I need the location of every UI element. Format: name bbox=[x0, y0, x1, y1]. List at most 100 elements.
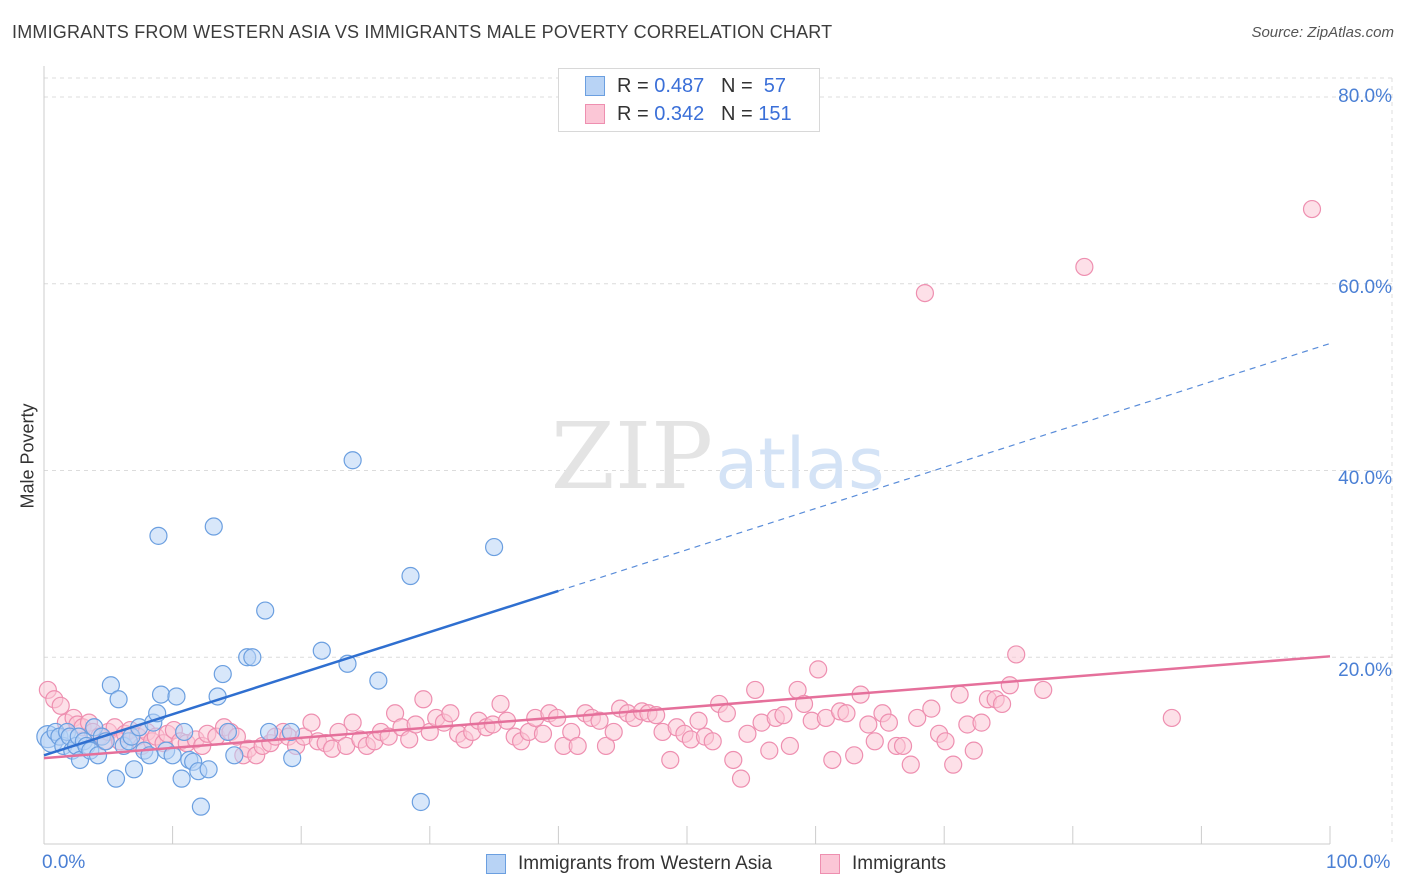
data-point-western-asia bbox=[256, 601, 275, 620]
y-axis-label: Male Poverty bbox=[17, 403, 38, 509]
data-point-immigrants bbox=[823, 750, 842, 770]
data-point-immigrants bbox=[604, 722, 623, 742]
data-point-immigrants bbox=[731, 769, 751, 788]
data-point-immigrants bbox=[865, 732, 884, 751]
x-tick-label: 0.0% bbox=[42, 852, 86, 873]
data-point-western-asia bbox=[199, 760, 218, 779]
data-point-western-asia bbox=[485, 537, 504, 557]
legend-n-label: N = bbox=[720, 102, 753, 125]
data-point-immigrants bbox=[774, 706, 793, 725]
bottom-legend-label: Immigrants bbox=[852, 853, 946, 874]
legend-box: R = 0.487 N = 57 R = 0.342 N = 151 bbox=[558, 68, 820, 132]
data-point-western-asia bbox=[213, 664, 232, 684]
data-point-immigrants bbox=[1302, 199, 1322, 219]
legend-r-value: 0.342 bbox=[654, 102, 705, 125]
data-point-immigrants bbox=[901, 755, 920, 774]
data-point-immigrants bbox=[738, 724, 757, 743]
data-point-western-asia bbox=[369, 671, 388, 690]
bottom-legend-label: Immigrants from Western Asia bbox=[518, 853, 773, 874]
data-point-immigrants bbox=[661, 750, 680, 770]
trend-line-western-asia bbox=[43, 589, 559, 757]
data-point-immigrants bbox=[51, 696, 70, 715]
axes bbox=[43, 66, 1331, 845]
data-point-immigrants bbox=[568, 736, 587, 756]
data-point-western-asia bbox=[167, 687, 186, 706]
y-tick-label: 40.0% bbox=[1338, 468, 1392, 489]
data-point-immigrants bbox=[893, 736, 913, 756]
data-point-western-asia bbox=[225, 746, 244, 765]
y-tick-label: 80.0% bbox=[1338, 86, 1392, 107]
bottom-legend-swatch-blue bbox=[486, 854, 506, 874]
trend-line-western-asia-projection bbox=[558, 342, 1331, 592]
legend-n-label: N = bbox=[720, 74, 753, 97]
data-point-immigrants bbox=[922, 699, 941, 718]
series-western-asia bbox=[36, 451, 504, 816]
data-point-immigrants bbox=[441, 704, 460, 723]
data-point-immigrants bbox=[944, 755, 963, 774]
data-point-immigrants bbox=[915, 283, 935, 303]
trend-lines bbox=[43, 342, 1331, 760]
data-point-western-asia bbox=[259, 722, 279, 742]
data-point-immigrants bbox=[760, 741, 779, 760]
data-point-western-asia bbox=[175, 722, 194, 742]
watermark-atlas: atlas bbox=[715, 423, 884, 505]
data-point-western-asia bbox=[101, 676, 120, 695]
data-point-immigrants bbox=[590, 711, 609, 730]
data-point-immigrants bbox=[837, 704, 856, 723]
data-point-western-asia bbox=[172, 769, 191, 788]
data-point-immigrants bbox=[414, 690, 433, 709]
legend-swatch-blue bbox=[585, 76, 605, 96]
data-point-immigrants bbox=[1034, 680, 1053, 700]
data-point-western-asia bbox=[204, 517, 223, 536]
data-point-immigrants bbox=[746, 680, 765, 700]
data-point-western-asia bbox=[151, 685, 171, 704]
data-point-immigrants bbox=[1007, 645, 1026, 664]
data-point-immigrants bbox=[689, 711, 708, 730]
chart-source: Source: ZipAtlas.com bbox=[1251, 24, 1394, 41]
data-point-western-asia bbox=[191, 797, 210, 816]
data-point-western-asia bbox=[243, 648, 262, 667]
data-point-immigrants bbox=[596, 736, 616, 756]
data-point-immigrants bbox=[859, 715, 878, 734]
data-point-immigrants bbox=[780, 736, 799, 756]
data-point-immigrants bbox=[809, 660, 828, 679]
data-point-immigrants bbox=[302, 713, 321, 732]
data-point-western-asia bbox=[401, 566, 420, 586]
data-point-immigrants bbox=[794, 694, 814, 714]
data-point-western-asia bbox=[281, 722, 301, 742]
data-point-immigrants bbox=[400, 730, 419, 749]
data-point-immigrants bbox=[964, 741, 983, 760]
data-point-western-asia bbox=[106, 769, 126, 788]
data-point-immigrants bbox=[950, 685, 969, 704]
y-tick-label: 20.0% bbox=[1338, 660, 1392, 681]
data-point-western-asia bbox=[124, 760, 144, 779]
y-tick-label: 60.0% bbox=[1338, 277, 1392, 298]
data-point-western-asia bbox=[312, 641, 331, 660]
trend-line-immigrants bbox=[43, 655, 1331, 760]
legend-n-value: 57 bbox=[763, 74, 787, 97]
data-point-immigrants bbox=[992, 694, 1012, 714]
data-point-immigrants bbox=[936, 732, 955, 751]
data-point-western-asia bbox=[411, 792, 430, 812]
data-point-immigrants bbox=[491, 694, 510, 714]
data-point-immigrants bbox=[1000, 676, 1019, 695]
data-point-immigrants bbox=[724, 750, 743, 770]
data-point-immigrants bbox=[1162, 708, 1181, 728]
data-point-western-asia bbox=[109, 690, 128, 709]
bottom-legend-swatch-pink bbox=[820, 854, 840, 874]
legend-r-value: 0.487 bbox=[654, 74, 705, 97]
data-point-immigrants bbox=[343, 713, 362, 732]
data-point-immigrants bbox=[908, 708, 927, 728]
data-point-immigrants bbox=[703, 732, 722, 751]
legend-n-value: 151 bbox=[758, 102, 792, 125]
data-point-western-asia bbox=[283, 748, 302, 768]
legend-swatch-pink bbox=[585, 104, 605, 124]
watermark-zip: ZIP bbox=[551, 403, 713, 510]
data-point-immigrants bbox=[879, 713, 899, 732]
chart-title: IMMIGRANTS FROM WESTERN ASIA VS IMMIGRAN… bbox=[12, 22, 833, 42]
legend-r-label: R = bbox=[617, 102, 649, 125]
x-tick-label: 100.0% bbox=[1326, 852, 1391, 873]
watermark: ZIP atlas bbox=[551, 403, 885, 510]
legend-r-label: R = bbox=[617, 74, 649, 97]
